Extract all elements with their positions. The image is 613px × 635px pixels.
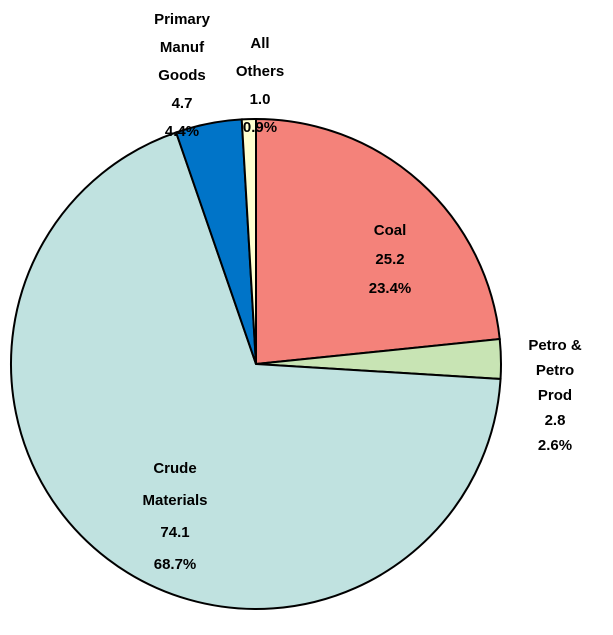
percent-label: 2.6%: [537, 437, 573, 454]
category-label: Coal: [373, 222, 407, 239]
slice-label: All Others 1.0 0.9%: [236, 30, 284, 142]
percent-label: 68.7%: [153, 556, 197, 573]
slice-label: Petro & Petro Prod 2.8 2.6%: [526, 333, 584, 458]
percent-label: 4.4%: [164, 123, 200, 140]
value-label: 74.1: [160, 524, 190, 541]
value-label: 25.2: [375, 251, 405, 268]
category-label: Petro & Petro Prod: [528, 337, 582, 404]
slice-label: Primary Manuf Goods 4.7 4.4%: [154, 6, 210, 146]
value-label: 2.8: [544, 412, 566, 429]
pie-slice: [255, 117, 501, 366]
pie-slice: [10, 131, 502, 610]
slice-label: Crude Materials 74.1 68.7%: [142, 453, 207, 581]
category-label: All Others: [235, 35, 285, 80]
category-label: Crude Materials: [142, 460, 208, 509]
value-label: 4.7: [171, 95, 193, 112]
percent-label: 23.4%: [368, 280, 412, 297]
percent-label: 0.9%: [242, 119, 278, 136]
slice-label: Coal 25.2 23.4%: [369, 216, 412, 303]
category-label: Primary Manuf Goods: [154, 11, 210, 84]
value-label: 1.0: [249, 91, 271, 108]
pie-slice: [240, 117, 257, 365]
